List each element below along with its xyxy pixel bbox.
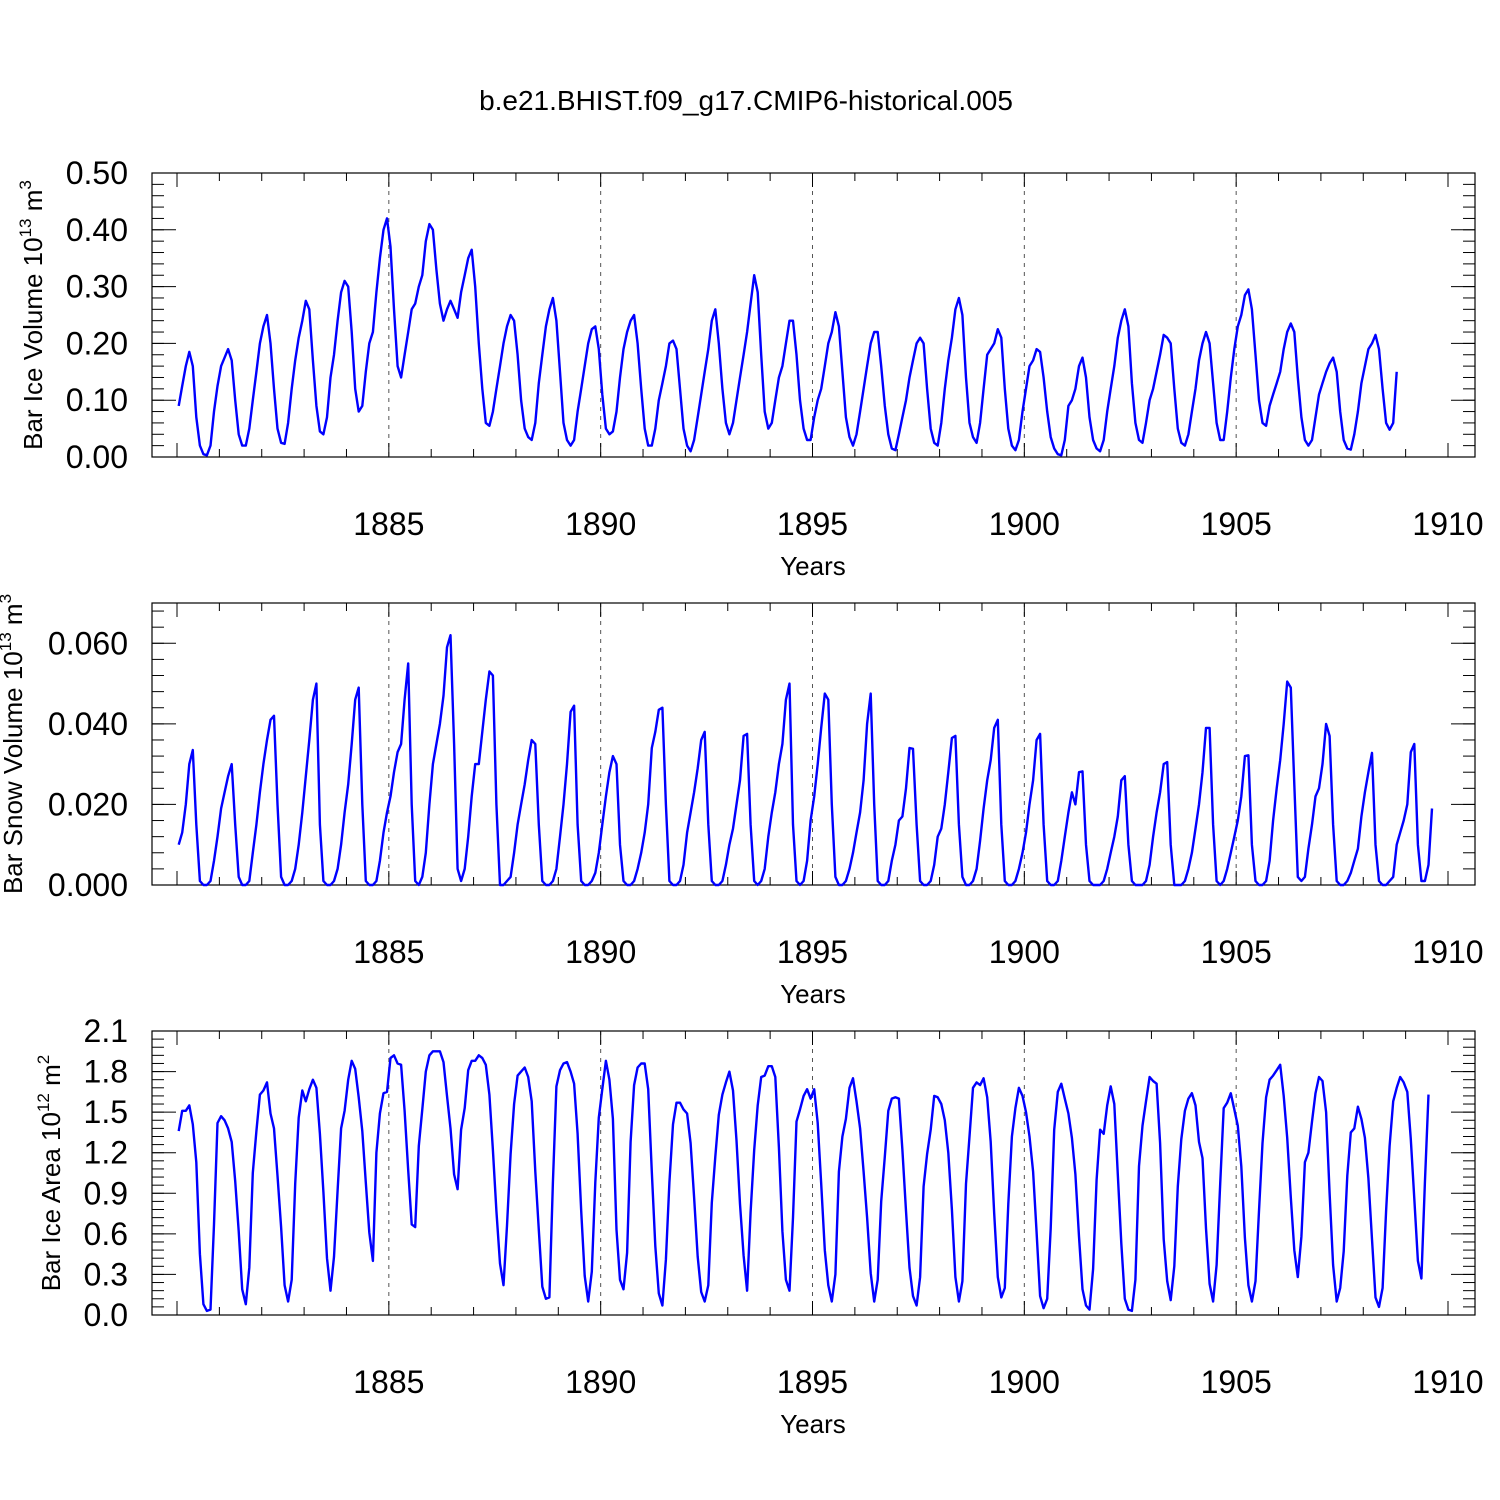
y-tick-label: 0.30 — [66, 269, 128, 305]
plot-frame — [151, 1030, 1476, 1316]
x-tick-label: 1900 — [989, 1364, 1060, 1400]
x-axis-label: Years — [780, 1409, 846, 1439]
x-tick-label: 1905 — [1201, 934, 1272, 970]
panel-ice-area: 0.0 0.3 0.6 0.9 1.2 1.5 1.8 2.1 1885 1890 1895 1900… — [34, 1013, 1484, 1439]
y-tick-label: 0.20 — [66, 325, 128, 361]
panel-ice-volume: 0.00 0.10 0.20 0.30 0.40 0.50 1885 1890 1895 1900… — [16, 155, 1484, 581]
series-line-ice-volume — [177, 217, 1398, 457]
x-tick-label: 1885 — [353, 934, 424, 970]
y-tick-label: 1.5 — [84, 1094, 128, 1130]
y-tick-label: 0.0 — [84, 1297, 128, 1333]
x-tick-label: 1900 — [989, 506, 1060, 542]
x-tick-label: 1910 — [1412, 506, 1483, 542]
y-tick-label: 1.8 — [84, 1054, 128, 1090]
x-tick-label: 1890 — [565, 1364, 636, 1400]
x-tick-label: 1890 — [565, 506, 636, 542]
x-tick-label: 1910 — [1412, 934, 1483, 970]
x-tick-label: 1895 — [777, 934, 848, 970]
y-tick-label: 0.50 — [66, 155, 128, 191]
x-tick-label: 1895 — [777, 506, 848, 542]
y-tick-label: 2.1 — [84, 1013, 128, 1049]
x-tick-label: 1885 — [353, 506, 424, 542]
y-tick-label: 0.040 — [48, 706, 128, 742]
y-tick-label: 1.2 — [84, 1135, 128, 1171]
chart-title: b.e21.BHIST.f09_g17.CMIP6-historical.005 — [479, 85, 1013, 116]
series-line-snow-volume — [177, 634, 1434, 887]
x-tick-label: 1900 — [989, 934, 1060, 970]
y-tick-label: 0.020 — [48, 786, 128, 822]
y-tick-label: 0.10 — [66, 382, 128, 418]
x-tick-label: 1910 — [1412, 1364, 1483, 1400]
y-tick-label: 0.00 — [66, 439, 128, 475]
x-tick-label: 1885 — [353, 1364, 424, 1400]
x-tick-label: 1905 — [1201, 1364, 1272, 1400]
x-tick-label: 1905 — [1201, 506, 1272, 542]
plot-frame — [151, 602, 1476, 886]
y-axis-label: Bar Ice Area 1012 m2 — [34, 1055, 66, 1292]
x-axis-label: Years — [780, 979, 846, 1009]
y-tick-label: 0.000 — [48, 867, 128, 903]
y-axis-label: Bar Snow Volume 1013 m3 — [0, 594, 28, 894]
x-tick-label: 1895 — [777, 1364, 848, 1400]
x-axis-label: Years — [780, 551, 846, 581]
y-tick-label: 0.060 — [48, 625, 128, 661]
y-tick-label: 0.3 — [84, 1256, 128, 1292]
x-tick-label: 1890 — [565, 934, 636, 970]
panel-snow-volume: 0.000 0.020 0.040 0.060 1885 1890 1895 1900 1905… — [0, 594, 1484, 1009]
y-tick-label: 0.9 — [84, 1175, 128, 1211]
y-tick-label: 0.6 — [84, 1216, 128, 1252]
y-axis-label: Bar Ice Volume 1013 m3 — [16, 180, 48, 450]
series-line-ice-area — [177, 1050, 1430, 1313]
y-tick-label: 0.40 — [66, 212, 128, 248]
plot-frame — [151, 172, 1476, 458]
